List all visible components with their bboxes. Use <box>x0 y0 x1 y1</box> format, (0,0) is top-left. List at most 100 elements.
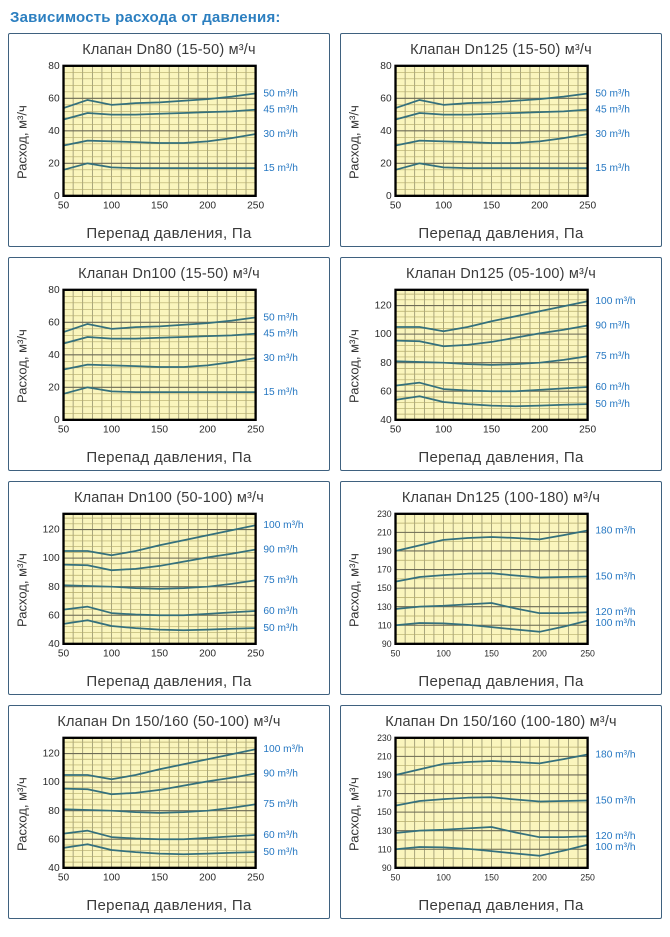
x-tick-label: 50 <box>391 872 401 882</box>
series-line <box>394 753 589 776</box>
chart-panel: Клапан Dn125 (100-180) м³/ч Расход, м³/ч… <box>340 481 662 695</box>
y-tick-label: 90 <box>382 863 392 873</box>
grid-lines <box>395 737 588 869</box>
y-tick-label: 110 <box>378 620 392 630</box>
x-tick-label: 150 <box>151 872 168 883</box>
x-tick-label: 150 <box>151 200 168 211</box>
x-tick-label: 250 <box>247 424 264 435</box>
x-axis-label: Перепад давления, Па <box>86 449 252 466</box>
series-line <box>394 529 589 552</box>
series-label: 120 m³/h <box>595 607 635 618</box>
chart-panel: Клапан Dn100 (15-50) м³/ч Расход, м³/ч 0… <box>8 257 330 471</box>
y-axis-label: Расход, м³/ч <box>346 777 362 851</box>
chart-plot: 90 110 130 150 170 190 210 230 50 100 150 200 250 180… <box>377 509 635 659</box>
x-axis-label: Перепад давления, Па <box>418 897 584 914</box>
chart-body: Расход, м³/ч 40 60 80 100 120 50 100 150 200 250 1… <box>345 284 657 448</box>
series-line <box>62 579 257 590</box>
series-label: 90 m³/h <box>595 320 629 331</box>
series-label: 15 m³/h <box>263 387 297 398</box>
series-line <box>62 108 257 121</box>
series-line <box>394 324 589 348</box>
x-tick-label: 50 <box>58 648 70 659</box>
series-line <box>394 300 589 333</box>
series-line <box>394 826 589 839</box>
y-tick-label: 120 <box>43 525 60 536</box>
chart-body: Расход, м³/ч 0 20 40 60 80 50 100 150 200 250 50 m… <box>13 284 325 448</box>
y-tick-label: 170 <box>377 565 392 575</box>
x-tick-label: 250 <box>580 872 595 882</box>
y-tick-label: 40 <box>48 863 60 874</box>
x-axis-label: Перепад давления, Па <box>418 673 584 690</box>
page-title: Зависимость расхода от давления: <box>10 9 281 26</box>
series-label: 50 m³/h <box>263 623 297 634</box>
chart-plot: 90 110 130 150 170 190 210 230 50 100 150 200 250 180… <box>377 733 635 883</box>
series-line <box>62 316 257 333</box>
y-tick-label: 60 <box>48 834 60 845</box>
chart-title: Клапан Dn100 (50-100) м³/ч <box>73 490 265 506</box>
series-label: 50 m³/h <box>595 399 629 410</box>
series-line <box>394 133 589 147</box>
y-tick-label: 0 <box>54 191 60 202</box>
x-tick-label: 150 <box>151 648 168 659</box>
series-line <box>62 829 257 841</box>
chart-panel: Клапан Dn125 (05-100) м³/ч Расход, м³/ч … <box>340 257 662 471</box>
x-tick-label: 250 <box>579 424 596 435</box>
chart-title: Клапан Dn 150/160 (50-100) м³/ч <box>57 714 281 730</box>
chart-panel: Клапан Dn100 (50-100) м³/ч Расход, м³/ч … <box>8 481 330 695</box>
chart-body: Расход, м³/ч 0 20 40 60 80 50 100 150 200 250 50 m… <box>345 60 657 224</box>
chart-title: Клапан Dn125 (100-180) м³/ч <box>401 490 601 506</box>
x-tick-label: 100 <box>103 648 120 659</box>
y-tick-label: 100 <box>43 777 60 788</box>
chart-plot: 40 60 80 100 120 50 100 150 200 250 100 m³/h 90 m³/… <box>375 288 636 435</box>
series-label: 75 m³/h <box>263 575 297 586</box>
series-label: 180 m³/h <box>595 525 635 536</box>
series-line <box>62 843 257 856</box>
series-line <box>62 92 257 109</box>
y-tick-label: 80 <box>48 61 60 72</box>
x-tick-label: 100 <box>103 872 120 883</box>
y-tick-label: 100 <box>375 329 392 340</box>
series-line <box>394 381 589 393</box>
chart-title: Клапан Dn100 (15-50) м³/ч <box>78 266 260 282</box>
x-tick-label: 50 <box>58 424 70 435</box>
series-label: 45 m³/h <box>595 105 629 116</box>
x-tick-label: 100 <box>435 424 452 435</box>
plot-border <box>394 736 589 869</box>
series-label: 100 m³/h <box>595 296 635 307</box>
x-axis-label: Перепад давления, Па <box>418 449 584 466</box>
y-tick-label: 130 <box>377 826 392 836</box>
series-line <box>62 162 257 171</box>
series-label: 60 m³/h <box>595 382 629 393</box>
x-tick-label: 50 <box>391 648 401 658</box>
chart-plot: 0 20 40 60 80 50 100 150 200 250 50 m³/h 45 m³/h 30 … <box>380 61 630 212</box>
chart-title: Клапан Dn125 (05-100) м³/ч <box>405 266 597 282</box>
chart-title: Клапан Dn 150/160 (100-180) м³/ч <box>385 714 617 730</box>
plot-border <box>394 64 589 197</box>
series-label: 45 m³/h <box>263 105 297 116</box>
series-line <box>394 602 589 615</box>
chart-panel: Клапан Dn125 (15-50) м³/ч Расход, м³/ч 0… <box>340 33 662 247</box>
y-tick-label: 80 <box>380 61 392 72</box>
y-tick-label: 60 <box>48 610 60 621</box>
x-axis-label: Перепад давления, Па <box>86 673 252 690</box>
x-tick-label: 250 <box>580 648 595 658</box>
y-tick-label: 230 <box>377 733 392 743</box>
y-tick-label: 80 <box>48 582 60 593</box>
series-line <box>62 357 257 371</box>
y-tick-label: 190 <box>377 770 392 780</box>
grid-lines <box>63 289 256 421</box>
chart-plot: 0 20 40 60 80 50 100 150 200 250 50 m³/h 45 m³/h 30 … <box>48 285 298 436</box>
x-tick-label: 250 <box>247 648 264 659</box>
chart-panel: Клапан Dn80 (15-50) м³/ч Расход, м³/ч 0 2… <box>8 33 330 247</box>
chart-panel: Клапан Dn 150/160 (50-100) м³/ч Расход, … <box>8 705 330 919</box>
x-tick-label: 50 <box>58 200 70 211</box>
series-label: 15 m³/h <box>595 163 629 174</box>
y-tick-label: 40 <box>380 415 392 426</box>
x-tick-label: 250 <box>247 872 264 883</box>
series-label: 100 m³/h <box>263 520 303 531</box>
y-tick-label: 20 <box>48 382 60 393</box>
y-tick-label: 40 <box>48 639 60 650</box>
y-tick-label: 0 <box>386 191 392 202</box>
grid-lines <box>395 65 588 197</box>
series-line <box>394 162 589 171</box>
